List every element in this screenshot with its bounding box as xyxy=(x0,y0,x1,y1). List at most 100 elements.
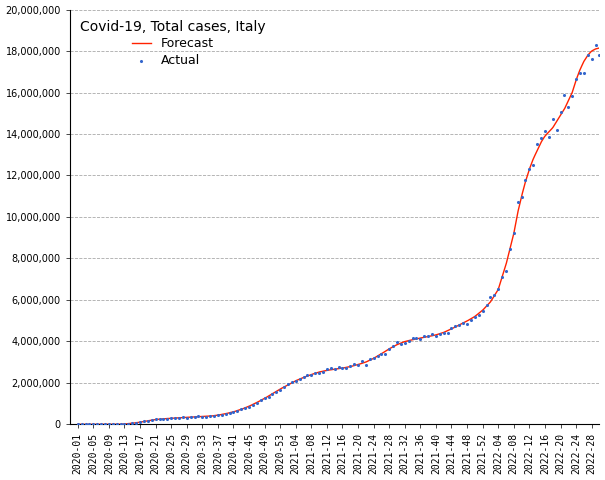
Actual xyxy=(361,361,371,369)
Actual xyxy=(163,415,172,423)
Actual xyxy=(427,330,437,338)
Actual xyxy=(411,335,421,342)
Actual xyxy=(505,245,515,253)
Actual xyxy=(365,355,374,363)
Actual xyxy=(178,414,188,421)
Actual xyxy=(174,414,184,422)
Actual xyxy=(509,229,518,237)
Actual xyxy=(88,420,98,428)
Actual xyxy=(400,339,410,347)
Actual xyxy=(459,320,468,327)
Actual xyxy=(244,403,254,410)
Actual xyxy=(314,369,324,377)
Actual xyxy=(194,412,203,420)
Actual xyxy=(486,293,495,301)
Actual xyxy=(466,316,476,324)
Actual xyxy=(525,166,534,173)
Actual xyxy=(579,69,589,76)
Forecast xyxy=(329,367,336,372)
Actual xyxy=(603,49,605,57)
Actual xyxy=(563,103,573,111)
Actual xyxy=(104,420,114,428)
Actual xyxy=(221,410,231,418)
Forecast xyxy=(591,47,598,52)
Actual xyxy=(307,371,316,379)
Actual xyxy=(139,418,149,425)
Actual xyxy=(540,128,550,135)
Actual xyxy=(544,133,554,141)
Actual xyxy=(322,366,332,373)
Forecast xyxy=(508,239,515,245)
Actual xyxy=(159,415,168,422)
Actual xyxy=(209,412,219,420)
Actual xyxy=(416,335,425,343)
Actual xyxy=(583,51,593,59)
Actual xyxy=(93,420,102,428)
Actual xyxy=(264,393,273,401)
Actual xyxy=(182,414,192,421)
Actual xyxy=(595,51,604,59)
Actual xyxy=(560,92,569,99)
Forecast xyxy=(325,367,333,373)
Actual xyxy=(567,93,577,100)
Actual xyxy=(80,420,90,428)
Forecast xyxy=(361,360,368,365)
Actual xyxy=(170,414,180,422)
Actual xyxy=(598,32,605,39)
Actual xyxy=(224,409,234,417)
Actual xyxy=(342,364,352,372)
Actual xyxy=(237,406,246,413)
Actual xyxy=(326,364,336,372)
Actual xyxy=(369,354,379,362)
Actual xyxy=(517,193,526,201)
Actual xyxy=(419,333,429,340)
Actual xyxy=(260,395,269,402)
Actual xyxy=(256,396,266,404)
Actual xyxy=(454,321,464,329)
Actual xyxy=(443,330,453,337)
Actual xyxy=(147,417,157,424)
Actual xyxy=(232,407,242,414)
Actual xyxy=(494,285,503,293)
Actual xyxy=(123,420,133,428)
Actual xyxy=(353,361,363,369)
Forecast xyxy=(604,44,605,50)
Actual xyxy=(151,415,160,423)
Actual xyxy=(128,420,137,427)
Actual xyxy=(462,320,472,328)
Actual xyxy=(497,274,507,281)
Actual xyxy=(548,116,558,123)
Actual xyxy=(435,330,445,338)
Actual xyxy=(376,350,386,358)
Actual xyxy=(439,329,448,337)
Actual xyxy=(446,324,456,332)
Actual xyxy=(451,323,460,330)
Actual xyxy=(330,365,339,373)
Actual xyxy=(190,413,200,421)
Actual xyxy=(489,291,499,299)
Actual xyxy=(275,385,285,393)
Actual xyxy=(299,373,309,381)
Actual xyxy=(135,419,145,426)
Actual xyxy=(280,383,289,390)
Actual xyxy=(396,340,406,348)
Actual xyxy=(404,337,413,345)
Actual xyxy=(575,70,585,77)
Actual xyxy=(345,362,355,370)
Actual xyxy=(116,420,125,428)
Actual xyxy=(217,411,227,419)
Actual xyxy=(240,404,250,412)
Actual xyxy=(155,415,165,423)
Actual xyxy=(478,307,488,314)
Actual xyxy=(482,301,491,309)
Actual xyxy=(384,345,394,353)
Actual xyxy=(96,420,106,428)
Actual xyxy=(501,267,511,275)
Actual xyxy=(112,420,122,428)
Actual xyxy=(392,338,402,346)
Actual xyxy=(201,413,211,420)
Actual xyxy=(108,420,117,428)
Actual xyxy=(287,378,296,386)
Actual xyxy=(587,55,597,63)
Actual xyxy=(536,134,546,142)
